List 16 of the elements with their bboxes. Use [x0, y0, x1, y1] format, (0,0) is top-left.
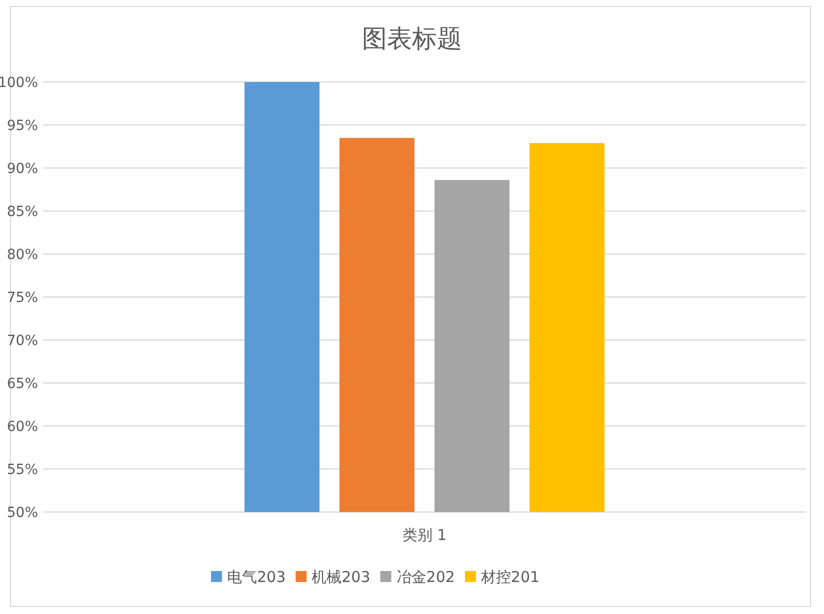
legend-label: 电气203	[227, 568, 286, 586]
y-tick-label: 80%	[6, 247, 38, 263]
y-tick-label: 85%	[6, 204, 38, 220]
y-tick-label: 95%	[6, 118, 38, 134]
chart-title: 图表标题	[362, 24, 462, 53]
x-tick-label: 类别 1	[402, 526, 447, 544]
y-tick-label: 70%	[6, 333, 38, 349]
y-tick-label: 90%	[6, 161, 38, 177]
legend-label: 冶金202	[396, 568, 455, 586]
legend-label: 材控201	[480, 568, 540, 586]
y-tick-label: 75%	[6, 290, 38, 306]
y-tick-label: 55%	[6, 462, 38, 478]
y-tick-label: 65%	[6, 376, 38, 392]
legend-label: 机械203	[312, 568, 370, 586]
y-tick-label: 60%	[6, 419, 38, 435]
y-tick-label: 50%	[6, 505, 38, 521]
